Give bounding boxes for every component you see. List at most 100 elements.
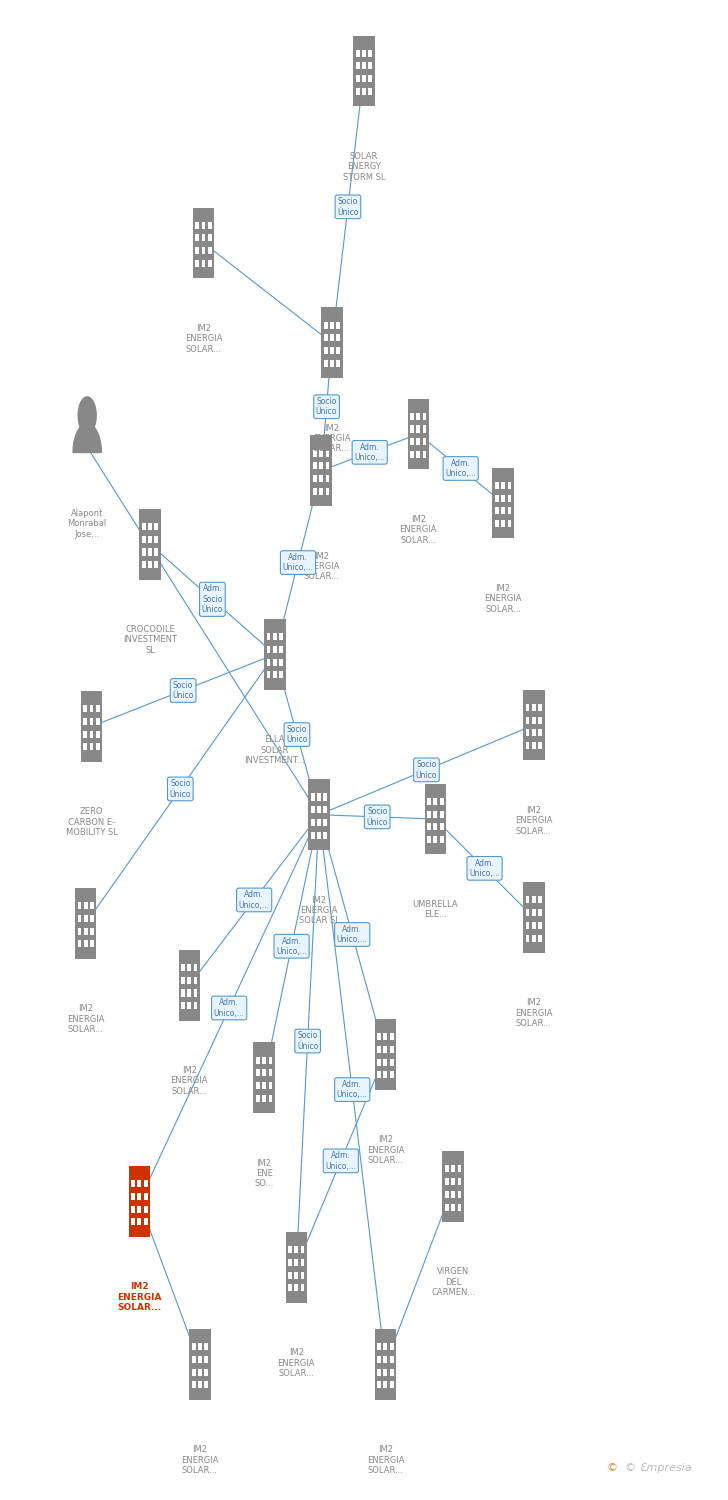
FancyBboxPatch shape bbox=[433, 810, 438, 818]
FancyBboxPatch shape bbox=[256, 1070, 260, 1077]
FancyBboxPatch shape bbox=[77, 903, 82, 909]
FancyBboxPatch shape bbox=[451, 1166, 455, 1173]
FancyBboxPatch shape bbox=[273, 633, 277, 640]
FancyBboxPatch shape bbox=[501, 482, 505, 489]
FancyBboxPatch shape bbox=[189, 1329, 210, 1400]
FancyBboxPatch shape bbox=[451, 1203, 455, 1210]
FancyBboxPatch shape bbox=[532, 742, 536, 748]
FancyBboxPatch shape bbox=[198, 1344, 202, 1350]
FancyBboxPatch shape bbox=[368, 88, 372, 94]
FancyBboxPatch shape bbox=[273, 672, 277, 678]
FancyBboxPatch shape bbox=[526, 922, 529, 928]
FancyBboxPatch shape bbox=[266, 672, 270, 678]
FancyBboxPatch shape bbox=[294, 1284, 298, 1292]
FancyBboxPatch shape bbox=[377, 1046, 381, 1053]
FancyBboxPatch shape bbox=[526, 704, 529, 711]
FancyBboxPatch shape bbox=[362, 75, 366, 82]
Text: Alapont
Monrabal
Jose...: Alapont Monrabal Jose... bbox=[68, 509, 107, 538]
FancyBboxPatch shape bbox=[336, 334, 340, 342]
FancyBboxPatch shape bbox=[83, 705, 87, 712]
FancyBboxPatch shape bbox=[433, 824, 438, 831]
FancyBboxPatch shape bbox=[356, 88, 360, 94]
FancyBboxPatch shape bbox=[195, 260, 199, 267]
FancyBboxPatch shape bbox=[139, 509, 161, 579]
FancyBboxPatch shape bbox=[187, 976, 191, 984]
FancyBboxPatch shape bbox=[416, 438, 420, 446]
FancyBboxPatch shape bbox=[458, 1178, 462, 1185]
Text: SOLAR
ENERGY
STORM SL: SOLAR ENERGY STORM SL bbox=[343, 152, 385, 182]
Polygon shape bbox=[73, 423, 101, 453]
FancyBboxPatch shape bbox=[538, 717, 542, 723]
Text: Socio
Único: Socio Único bbox=[286, 724, 308, 744]
FancyBboxPatch shape bbox=[90, 705, 93, 712]
FancyBboxPatch shape bbox=[384, 1382, 387, 1389]
FancyBboxPatch shape bbox=[313, 476, 317, 482]
FancyBboxPatch shape bbox=[154, 536, 158, 543]
FancyBboxPatch shape bbox=[202, 234, 205, 242]
FancyBboxPatch shape bbox=[538, 897, 542, 903]
FancyBboxPatch shape bbox=[90, 940, 94, 948]
FancyBboxPatch shape bbox=[191, 1356, 196, 1364]
FancyBboxPatch shape bbox=[445, 1166, 448, 1173]
FancyBboxPatch shape bbox=[142, 549, 146, 555]
FancyBboxPatch shape bbox=[368, 63, 372, 69]
FancyBboxPatch shape bbox=[538, 922, 542, 928]
FancyBboxPatch shape bbox=[445, 1203, 448, 1210]
FancyBboxPatch shape bbox=[389, 1356, 394, 1364]
FancyBboxPatch shape bbox=[433, 798, 438, 806]
FancyBboxPatch shape bbox=[323, 806, 328, 813]
FancyBboxPatch shape bbox=[532, 922, 536, 928]
FancyBboxPatch shape bbox=[269, 1070, 272, 1077]
FancyBboxPatch shape bbox=[384, 1344, 387, 1350]
FancyBboxPatch shape bbox=[368, 75, 372, 82]
Text: Adm.
Unico,...: Adm. Unico,... bbox=[325, 1150, 356, 1170]
FancyBboxPatch shape bbox=[495, 482, 499, 489]
FancyBboxPatch shape bbox=[410, 426, 414, 432]
FancyBboxPatch shape bbox=[181, 976, 185, 984]
FancyBboxPatch shape bbox=[410, 438, 414, 446]
FancyBboxPatch shape bbox=[427, 824, 431, 831]
Text: IM2
ENERGIA
SOLAR...: IM2 ENERGIA SOLAR... bbox=[302, 552, 340, 582]
FancyBboxPatch shape bbox=[205, 1356, 208, 1364]
FancyBboxPatch shape bbox=[90, 927, 94, 934]
FancyBboxPatch shape bbox=[187, 990, 191, 996]
FancyBboxPatch shape bbox=[368, 50, 372, 57]
FancyBboxPatch shape bbox=[138, 1218, 141, 1225]
Text: UMBRELLA
ELE...: UMBRELLA ELE... bbox=[413, 900, 458, 920]
Text: Socio
Único: Socio Único bbox=[316, 398, 337, 417]
FancyBboxPatch shape bbox=[181, 990, 185, 996]
FancyBboxPatch shape bbox=[154, 561, 158, 568]
FancyBboxPatch shape bbox=[288, 1272, 292, 1278]
FancyBboxPatch shape bbox=[532, 934, 536, 942]
Text: Adm.
Unico,...: Adm. Unico,... bbox=[337, 1080, 368, 1100]
FancyBboxPatch shape bbox=[445, 1178, 448, 1185]
FancyBboxPatch shape bbox=[377, 1344, 381, 1350]
FancyBboxPatch shape bbox=[325, 450, 330, 456]
FancyBboxPatch shape bbox=[356, 75, 360, 82]
FancyBboxPatch shape bbox=[362, 88, 366, 94]
FancyBboxPatch shape bbox=[389, 1344, 394, 1350]
FancyBboxPatch shape bbox=[178, 950, 200, 1020]
FancyBboxPatch shape bbox=[313, 450, 317, 456]
FancyBboxPatch shape bbox=[389, 1071, 394, 1078]
FancyBboxPatch shape bbox=[526, 897, 529, 903]
FancyBboxPatch shape bbox=[148, 561, 152, 568]
FancyBboxPatch shape bbox=[336, 360, 340, 368]
Text: Adm.
Unico,...: Adm. Unico,... bbox=[276, 936, 307, 956]
Text: Adm.
Unico,...: Adm. Unico,... bbox=[355, 442, 385, 462]
FancyBboxPatch shape bbox=[269, 1056, 272, 1064]
FancyBboxPatch shape bbox=[325, 488, 330, 495]
FancyBboxPatch shape bbox=[84, 927, 87, 934]
FancyBboxPatch shape bbox=[532, 729, 536, 736]
FancyBboxPatch shape bbox=[423, 413, 427, 420]
Text: IM2
ENERGIA
SOLAR...: IM2 ENERGIA SOLAR... bbox=[313, 423, 351, 453]
FancyBboxPatch shape bbox=[320, 488, 323, 495]
FancyBboxPatch shape bbox=[317, 819, 321, 827]
FancyBboxPatch shape bbox=[143, 1192, 148, 1200]
FancyBboxPatch shape bbox=[445, 1191, 448, 1198]
FancyBboxPatch shape bbox=[143, 1218, 148, 1225]
FancyBboxPatch shape bbox=[280, 646, 283, 652]
FancyBboxPatch shape bbox=[285, 1232, 307, 1304]
FancyBboxPatch shape bbox=[375, 1019, 396, 1089]
FancyBboxPatch shape bbox=[143, 1206, 148, 1212]
